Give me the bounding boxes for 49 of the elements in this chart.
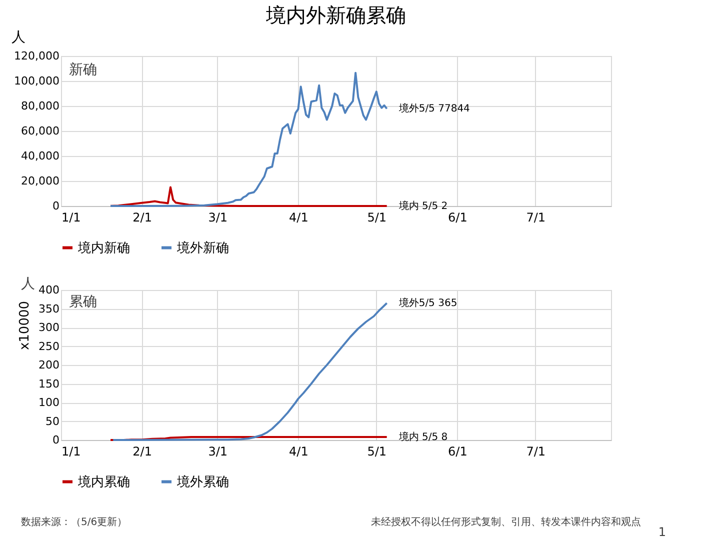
- line-series: [112, 302, 388, 441]
- y-tick-label: 80,000: [21, 100, 60, 112]
- y-tick-label: 300: [38, 321, 60, 334]
- x-tick-label: 4/1: [289, 210, 308, 224]
- annotation: 新确: [69, 62, 97, 78]
- annotation: 境外5/5 77844: [398, 102, 470, 115]
- x-tick-label: 1/1: [62, 444, 81, 458]
- text: 1: [658, 525, 666, 539]
- y-tick-label: 50: [46, 414, 60, 428]
- y-tick-label: 0: [52, 200, 60, 212]
- line-series: [110, 72, 388, 207]
- annotation: 境内 5/5 2: [398, 200, 448, 212]
- y-tick-label: 100,000: [14, 74, 60, 88]
- x-tick-label: 7/1: [526, 444, 546, 458]
- x-tick-label: 2/1: [132, 210, 152, 224]
- legend-label: 境内新确: [77, 240, 130, 256]
- y-axis-title: 人: [12, 30, 26, 46]
- y-tick-label: 200: [38, 358, 60, 372]
- x-tick-label: 2/1: [132, 444, 152, 458]
- text: 人: [21, 276, 35, 292]
- y-tick-label: 0: [52, 434, 60, 446]
- y-tick-label: 400: [38, 284, 60, 296]
- x-tick-label: 3/1: [208, 210, 228, 224]
- legend-label: 境外新确: [176, 240, 229, 256]
- y-tick-label: 350: [38, 302, 60, 316]
- y-tick-label: 250: [38, 340, 60, 353]
- y-tick-label: 20,000: [21, 174, 60, 188]
- y-tick-label: 100: [38, 396, 60, 409]
- annotation: 境内 5/5 8: [398, 431, 448, 443]
- x-tick-label: 5/1: [367, 210, 387, 224]
- y-tick-label: 60,000: [21, 124, 60, 138]
- y-tick-label: 120,000: [14, 50, 60, 62]
- annotation: 累确: [69, 294, 97, 310]
- x-tick-label: 1/1: [62, 210, 81, 224]
- y-axis-title: x10000: [18, 300, 32, 350]
- source-note: 数据来源：（5/6更新）: [21, 516, 128, 528]
- y-tick-label: 150: [38, 377, 60, 390]
- x-tick-label: 3/1: [208, 444, 228, 458]
- legend-label: 境外累确: [176, 474, 229, 490]
- x-tick-label: 6/1: [448, 444, 468, 458]
- x-tick-label: 6/1: [448, 210, 468, 224]
- annotation: 境外5/5 365: [398, 297, 458, 310]
- legend-label: 境内累确: [77, 474, 130, 490]
- text: 未经授权不得以任何形式复制、引用、转发本课件内容和观点: [371, 516, 641, 528]
- x-tick-label: 4/1: [289, 444, 308, 458]
- chart-title: 境内外新确累确: [265, 3, 406, 27]
- x-tick-label: 7/1: [526, 210, 546, 224]
- y-tick-label: 40,000: [21, 150, 60, 162]
- x-tick-label: 5/1: [367, 444, 387, 458]
